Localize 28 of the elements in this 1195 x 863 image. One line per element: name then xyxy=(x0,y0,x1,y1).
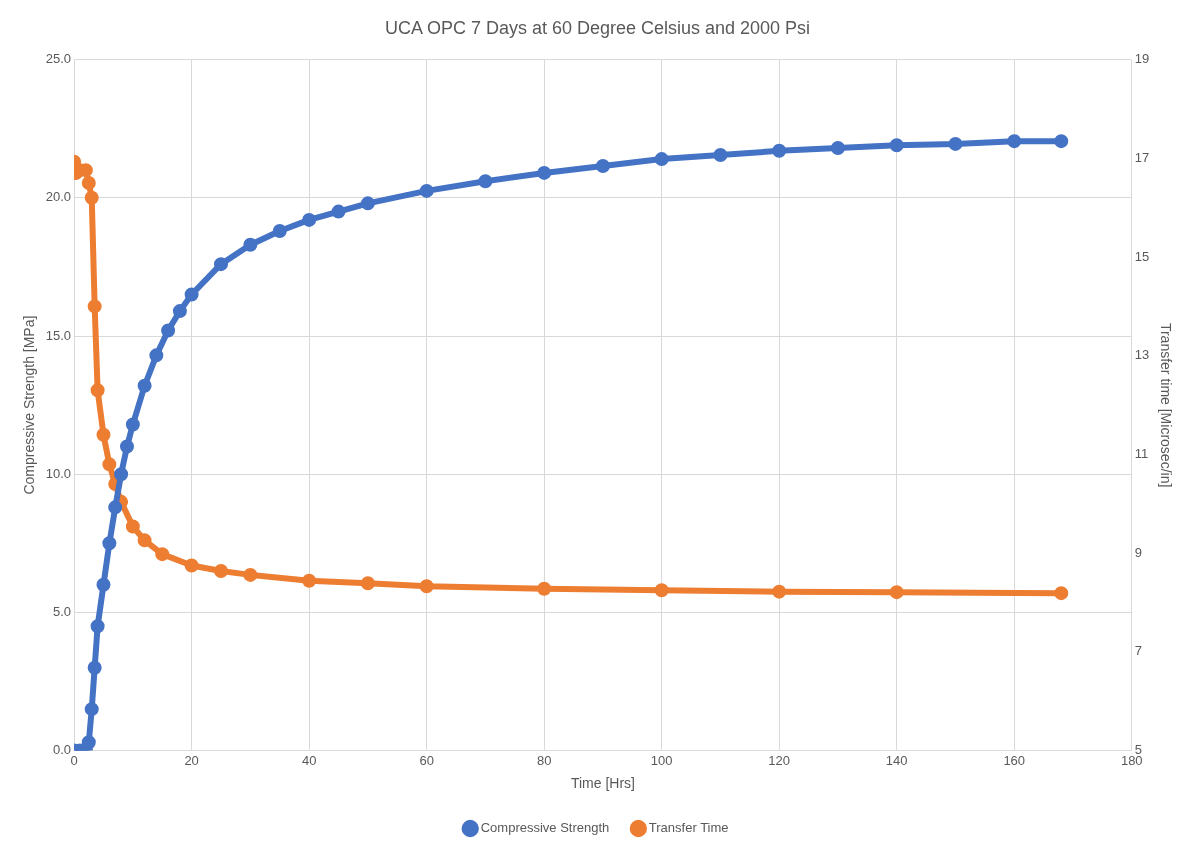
y-tick-label: 15.0 xyxy=(45,327,72,343)
y2-tick-label: 7 xyxy=(1134,643,1142,659)
y2-tick-label: 19 xyxy=(1134,51,1150,67)
y-tick-label: 0.0 xyxy=(53,742,72,758)
y2-tick-label: 9 xyxy=(1134,544,1142,560)
legend-label: Transfer Time xyxy=(648,820,729,836)
x-tick-label: 160 xyxy=(1003,752,1026,768)
x-tick-label: 20 xyxy=(184,752,199,768)
x-tick-label: 140 xyxy=(885,752,908,768)
x-tick-label: 60 xyxy=(419,752,434,768)
y-tick-label: 25.0 xyxy=(45,51,72,67)
y-axis-title: Compressive Strength [MPa] xyxy=(21,315,38,495)
legend-label: Compressive Strength xyxy=(480,820,610,836)
y2-tick-label: 17 xyxy=(1134,149,1150,165)
x-axis-title: Time [Hrs] xyxy=(570,775,635,792)
x-tick-label: 40 xyxy=(301,752,317,768)
y-tick-label: 10.0 xyxy=(45,465,72,481)
x-tick-label: 100 xyxy=(650,752,673,768)
y2-tick-label: 11 xyxy=(1134,446,1149,462)
x-tick-label: 0 xyxy=(70,752,78,768)
y2-axis-title: Transfer time [Microsec/in] xyxy=(1157,322,1174,488)
x-tick-label: 120 xyxy=(768,752,791,768)
y-tick-label: 5.0 xyxy=(53,603,72,619)
chart-title: UCA OPC 7 Days at 60 Degree Celsius and 2000 Psi xyxy=(384,17,811,38)
y-tick-label: 20.0 xyxy=(45,189,72,205)
y2-tick-label: 15 xyxy=(1134,248,1150,264)
y2-tick-label: 13 xyxy=(1134,347,1150,363)
x-tick-label: 80 xyxy=(536,752,552,768)
